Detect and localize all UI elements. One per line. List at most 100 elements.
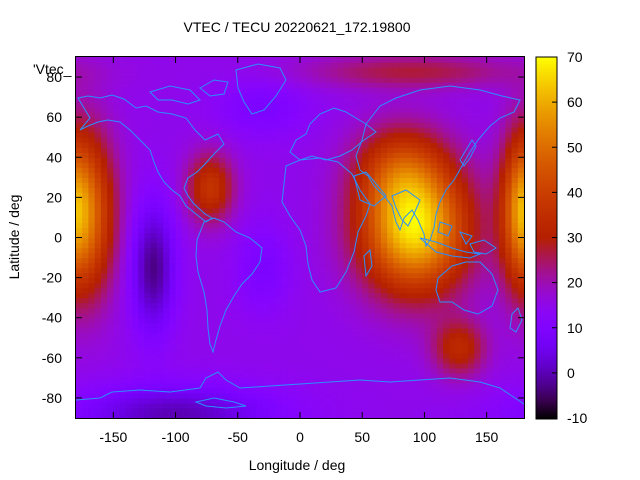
heatmap-cell	[362, 372, 370, 379]
heatmap-cell	[200, 117, 208, 123]
heatmap-cell	[293, 212, 301, 219]
heatmap-cell	[362, 357, 370, 364]
heatmap-cell	[474, 387, 482, 394]
heatmap-cell	[517, 72, 525, 78]
heatmap-cell	[125, 242, 133, 249]
heatmap-cell	[113, 397, 121, 404]
heatmap-cell	[262, 127, 270, 133]
heatmap-cell	[318, 367, 326, 374]
heatmap-cell	[163, 187, 170, 193]
heatmap-cell	[268, 137, 276, 143]
heatmap-cell	[399, 247, 407, 254]
heatmap-cell	[268, 372, 276, 379]
heatmap-cell	[331, 82, 338, 88]
heatmap-cell	[163, 307, 170, 314]
heatmap-cell	[256, 232, 264, 239]
heatmap-cell	[318, 287, 326, 294]
heatmap-cell	[225, 312, 233, 319]
heatmap-cell	[237, 72, 245, 78]
heatmap-cell	[449, 322, 457, 329]
heatmap-cell	[125, 182, 133, 188]
heatmap-cell	[430, 142, 438, 148]
heatmap-cell	[343, 182, 351, 188]
heatmap-cell	[300, 252, 307, 259]
heatmap-cell	[156, 237, 164, 244]
heatmap-cell	[324, 267, 332, 274]
heatmap-cell	[268, 157, 276, 163]
heatmap-cell	[505, 317, 513, 324]
heatmap-cell	[125, 352, 133, 359]
heatmap-cell	[256, 377, 264, 384]
heatmap-cell	[76, 167, 83, 173]
heatmap-cell	[212, 382, 220, 389]
heatmap-cell	[88, 262, 96, 269]
heatmap-cell	[237, 387, 245, 394]
heatmap-cell	[76, 372, 83, 379]
heatmap-cell	[480, 197, 488, 203]
heatmap-cell	[318, 227, 326, 234]
heatmap-cell	[387, 282, 394, 289]
heatmap-cell	[418, 352, 426, 359]
heatmap-cell	[331, 187, 338, 193]
heatmap-cell	[306, 252, 314, 259]
heatmap-cell	[412, 242, 419, 249]
heatmap-cell	[256, 197, 264, 203]
heatmap-cell	[250, 102, 258, 108]
heatmap-cell	[362, 197, 370, 203]
heatmap-cell	[268, 292, 276, 299]
heatmap-cell	[511, 197, 519, 203]
heatmap-cell	[331, 407, 338, 414]
heatmap-cell	[499, 312, 506, 319]
heatmap-cell	[175, 312, 183, 319]
heatmap-cell	[138, 147, 146, 153]
heatmap-cell	[499, 242, 506, 249]
heatmap-cell	[349, 72, 357, 78]
heatmap-cell	[119, 397, 127, 404]
heatmap-cell	[374, 157, 382, 163]
heatmap-cell	[268, 332, 276, 339]
heatmap-cell	[436, 392, 444, 399]
heatmap-cell	[356, 317, 363, 324]
heatmap-cell	[380, 402, 388, 409]
heatmap-cell	[188, 87, 195, 93]
heatmap-cell	[132, 77, 139, 83]
heatmap-cell	[194, 352, 202, 359]
heatmap-cell	[418, 132, 426, 138]
heatmap-cell	[150, 212, 158, 219]
heatmap-cell	[505, 117, 513, 123]
heatmap-cell	[94, 167, 102, 173]
heatmap-cell	[194, 307, 202, 314]
heatmap-cell	[212, 317, 220, 324]
heatmap-cell	[380, 222, 388, 229]
heatmap-cell	[492, 192, 500, 198]
heatmap-cell	[132, 237, 139, 244]
heatmap-cell	[293, 262, 301, 269]
heatmap-cell	[94, 387, 102, 394]
heatmap-cell	[393, 212, 401, 219]
heatmap-cell	[225, 72, 233, 78]
heatmap-cell	[393, 397, 401, 404]
heatmap-cell	[505, 312, 513, 319]
heatmap-cell	[324, 327, 332, 334]
heatmap-cell	[318, 307, 326, 314]
heatmap-cell	[113, 297, 121, 304]
heatmap-cell	[94, 177, 102, 183]
heatmap-cell	[82, 257, 90, 264]
heatmap-cell	[374, 347, 382, 354]
heatmap-cell	[144, 177, 152, 183]
heatmap-cell	[387, 127, 394, 133]
heatmap-cell	[474, 92, 482, 98]
heatmap-cell	[412, 107, 419, 113]
heatmap-cell	[88, 192, 96, 198]
heatmap-cell	[455, 312, 463, 319]
heatmap-cell	[200, 412, 208, 419]
heatmap-cell	[200, 132, 208, 138]
heatmap-cell	[156, 147, 164, 153]
heatmap-cell	[125, 147, 133, 153]
heatmap-cell	[88, 352, 96, 359]
heatmap-cell	[281, 167, 289, 173]
heatmap-cell	[268, 352, 276, 359]
heatmap-cell	[281, 92, 289, 98]
heatmap-cell	[505, 187, 513, 193]
heatmap-cell	[380, 307, 388, 314]
